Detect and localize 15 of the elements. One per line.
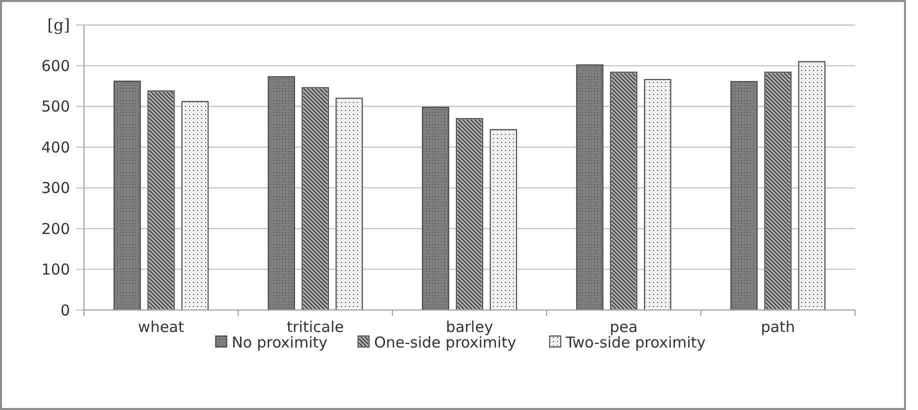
x-tick-label: triticale [286, 318, 344, 336]
legend-label: Two-side proximity [564, 333, 706, 352]
y-tick-label: 300 [41, 179, 70, 198]
y-tick-label: 500 [41, 98, 70, 116]
legend-label: No proximity [232, 333, 328, 352]
y-tick-label: 0 [60, 301, 70, 320]
x-tick-label: barley [446, 318, 494, 336]
y-axis-title: [g] [47, 16, 70, 35]
x-tick-label: path [760, 318, 795, 336]
y-tick-label: 400 [41, 138, 70, 156]
y-tick-label: 100 [41, 260, 70, 279]
x-tick-label: pea [610, 318, 638, 336]
x-tick-label: wheat [138, 318, 184, 336]
y-tick-label: 200 [41, 220, 70, 238]
y-tick-label: 600 [41, 56, 70, 75]
